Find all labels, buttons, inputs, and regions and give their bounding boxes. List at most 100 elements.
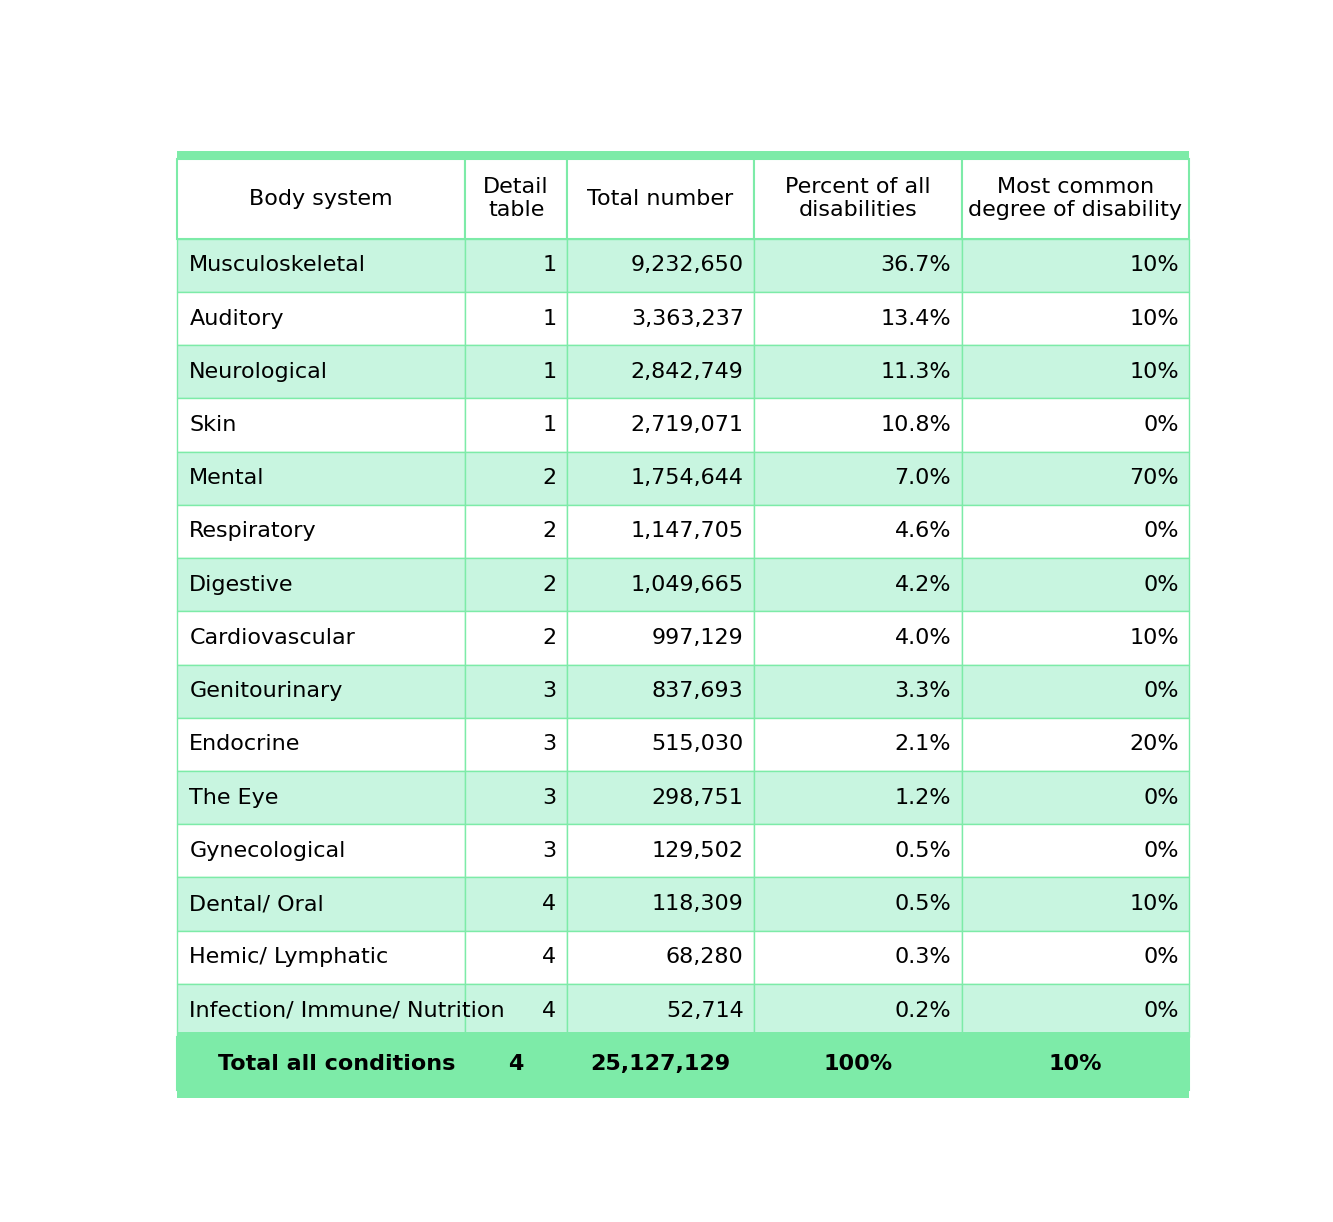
Bar: [567, 558, 754, 611]
Text: 3.3%: 3.3%: [894, 681, 952, 701]
Bar: [177, 159, 465, 238]
Bar: [177, 931, 465, 984]
Text: 70%: 70%: [1129, 468, 1180, 489]
Text: 10%: 10%: [1129, 628, 1180, 648]
Text: 3: 3: [543, 788, 556, 808]
Text: 837,693: 837,693: [652, 681, 744, 701]
Text: 1,147,705: 1,147,705: [631, 522, 744, 541]
Text: 0.5%: 0.5%: [894, 841, 952, 860]
Bar: [567, 717, 754, 771]
Text: 9,232,650: 9,232,650: [631, 255, 744, 275]
Bar: [177, 398, 465, 452]
Bar: [754, 505, 961, 558]
Text: 515,030: 515,030: [652, 734, 744, 754]
Bar: [465, 398, 567, 452]
Bar: [567, 159, 754, 238]
Bar: [465, 931, 567, 984]
Bar: [961, 1037, 1189, 1090]
Text: 10%: 10%: [1129, 895, 1180, 914]
Text: 10%: 10%: [1129, 362, 1180, 381]
Bar: [754, 159, 961, 238]
Text: 3: 3: [543, 841, 556, 860]
Text: 10%: 10%: [1049, 1053, 1102, 1074]
Bar: [567, 1037, 754, 1090]
Bar: [754, 984, 961, 1037]
Text: Cardiovascular: Cardiovascular: [189, 628, 355, 648]
Text: 4: 4: [543, 1001, 556, 1020]
Text: 0%: 0%: [1144, 574, 1180, 595]
Text: 1: 1: [543, 309, 556, 329]
Text: Gynecological: Gynecological: [189, 841, 345, 860]
Bar: [465, 611, 567, 665]
Text: 997,129: 997,129: [652, 628, 744, 648]
Text: Skin: Skin: [189, 415, 237, 435]
Text: 0%: 0%: [1144, 788, 1180, 808]
Bar: [961, 825, 1189, 877]
Text: 3: 3: [543, 681, 556, 701]
Bar: [567, 877, 754, 931]
Bar: [961, 345, 1189, 398]
Text: 0.2%: 0.2%: [894, 1001, 952, 1020]
Bar: [177, 611, 465, 665]
Bar: [177, 345, 465, 398]
Bar: [177, 1037, 465, 1090]
Bar: [754, 1037, 961, 1090]
Bar: [567, 665, 754, 717]
Text: Endocrine: Endocrine: [189, 734, 301, 754]
Bar: [754, 398, 961, 452]
Text: Body system: Body system: [249, 188, 393, 209]
Bar: [177, 1090, 1189, 1097]
Bar: [754, 665, 961, 717]
Text: 0.5%: 0.5%: [894, 895, 952, 914]
Text: 4.0%: 4.0%: [894, 628, 952, 648]
Text: Total number: Total number: [588, 188, 733, 209]
Bar: [961, 505, 1189, 558]
Bar: [754, 771, 961, 825]
Text: 1: 1: [543, 415, 556, 435]
Text: 2: 2: [543, 574, 556, 595]
Bar: [567, 238, 754, 292]
Bar: [754, 292, 961, 345]
Bar: [567, 292, 754, 345]
Text: Dental/ Oral: Dental/ Oral: [189, 895, 324, 914]
Text: Detail
table: Detail table: [484, 177, 549, 220]
Bar: [961, 717, 1189, 771]
Bar: [754, 931, 961, 984]
Text: 3: 3: [543, 734, 556, 754]
Bar: [465, 292, 567, 345]
Bar: [961, 611, 1189, 665]
Bar: [961, 877, 1189, 931]
Text: 2: 2: [543, 468, 556, 489]
Text: 1: 1: [543, 362, 556, 381]
Text: 4.6%: 4.6%: [894, 522, 952, 541]
Bar: [961, 665, 1189, 717]
Text: 298,751: 298,751: [652, 788, 744, 808]
Bar: [961, 452, 1189, 505]
Bar: [177, 771, 465, 825]
Bar: [754, 345, 961, 398]
Text: 10%: 10%: [1129, 255, 1180, 275]
Text: The Eye: The Eye: [189, 788, 279, 808]
Bar: [961, 558, 1189, 611]
Bar: [177, 238, 465, 292]
Bar: [567, 931, 754, 984]
Text: 0%: 0%: [1144, 522, 1180, 541]
Bar: [465, 665, 567, 717]
Text: 1,754,644: 1,754,644: [631, 468, 744, 489]
Bar: [961, 984, 1189, 1037]
Text: 7.0%: 7.0%: [894, 468, 952, 489]
Text: Respiratory: Respiratory: [189, 522, 317, 541]
Bar: [567, 345, 754, 398]
Bar: [961, 771, 1189, 825]
Bar: [961, 398, 1189, 452]
Text: 4.2%: 4.2%: [894, 574, 952, 595]
Bar: [567, 505, 754, 558]
Text: 68,280: 68,280: [666, 947, 744, 968]
Bar: [177, 984, 465, 1037]
Bar: [465, 238, 567, 292]
Text: 10.8%: 10.8%: [881, 415, 952, 435]
Text: 0%: 0%: [1144, 415, 1180, 435]
Text: Hemic/ Lymphatic: Hemic/ Lymphatic: [189, 947, 389, 968]
Text: 0.3%: 0.3%: [894, 947, 952, 968]
Text: 118,309: 118,309: [652, 895, 744, 914]
